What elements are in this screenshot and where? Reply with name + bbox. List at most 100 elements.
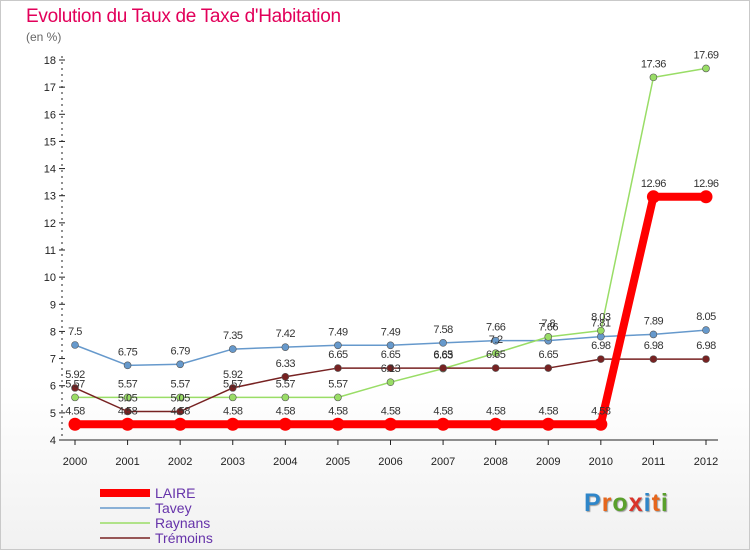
data-point-laire [121,417,135,431]
data-label: 7.81 [591,318,611,330]
data-label: 7.42 [276,328,296,340]
data-label: 6.63 [433,350,453,362]
data-label: 5.57 [170,378,190,390]
data-label: 6.65 [381,349,401,361]
y-tick-label: 13 [44,191,56,203]
data-point-tavey [228,345,237,353]
data-label: 4.58 [276,405,296,417]
data-point-raynans [544,333,553,341]
data-point-laire [173,417,187,431]
data-point-laire [489,417,503,431]
legend-label: Tavey [155,500,192,516]
data-label: 5.05 [170,393,190,405]
data-label: 5.57 [118,378,138,390]
x-tick-label: 2005 [326,456,350,468]
data-point-trémoins [71,384,79,392]
data-label: 12.96 [641,178,666,190]
series-layer [68,64,713,431]
y-tick-label: 11 [45,245,56,257]
y-tick-label: 10 [44,272,56,284]
data-point-trémoins [123,407,132,416]
data-label: 12.96 [693,178,718,190]
y-tick-label: 17 [44,82,56,94]
data-point-tavey [439,339,447,347]
y-tick-label: 18 [44,55,56,67]
data-point-trémoins [597,355,605,363]
data-point-raynans [386,378,395,386]
data-point-laire [278,417,292,431]
data-label: 4.58 [381,405,401,417]
data-point-trémoins [702,355,710,363]
data-label: 7.58 [433,324,453,336]
data-label: 4.58 [223,405,243,417]
x-tick-label: 2009 [536,456,560,468]
data-label: 17.69 [693,49,718,61]
data-label: 6.65 [486,349,506,361]
data-label: 8.05 [696,311,716,323]
x-tick-label: 2007 [431,456,455,468]
x-tick-label: 2008 [483,456,507,468]
data-label: 5.92 [223,369,243,381]
x-tick-label: 2010 [589,456,613,468]
data-label: 17.36 [641,58,666,70]
data-point-laire [68,417,82,431]
data-label: 6.98 [644,340,664,352]
data-point-laire [541,417,555,431]
legend-label: Trémoins [155,530,213,546]
data-label: 6.65 [539,349,559,361]
x-tick-label: 2012 [694,456,718,468]
chart-title: Evolution du Taux de Taxe d'Habitation [26,6,341,27]
x-tick-label: 2004 [273,456,297,468]
data-point-trémoins [439,364,447,372]
data-point-raynans [228,393,237,402]
data-label: 7.5 [68,326,82,338]
data-label: 4.58 [433,405,453,417]
data-label: 7.89 [644,315,664,327]
data-point-tavey [281,343,290,351]
data-point-tavey [702,326,710,334]
y-tick-label: 6 [50,381,56,393]
logo-letter: P [584,489,602,517]
data-label: 4.58 [170,405,190,417]
data-label: 6.65 [328,349,348,361]
y-tick-label: 9 [50,299,56,311]
data-point-laire [699,190,713,204]
data-label: 6.98 [591,340,611,352]
data-label: 7.35 [223,330,243,342]
data-point-tavey [71,341,79,349]
data-point-trémoins [491,364,500,372]
y-tick-label: 15 [44,136,56,148]
data-label: 5.57 [328,378,348,390]
data-label: 4.58 [328,405,348,417]
x-tick-label: 2006 [378,456,402,468]
data-point-raynans [123,393,132,402]
data-point-trémoins [544,364,553,372]
data-point-laire [384,417,397,431]
axes: 4 5 6 7 8 9 10 11 12 13 14 15 16 17 18 2000 2001 2002 2003… [44,55,718,468]
data-point-trémoins [386,364,395,372]
logo-letter: t [651,489,661,517]
legend-label: Raynans [155,515,210,531]
y-tick-label: 14 [44,164,56,176]
y-tick-label: 8 [50,326,56,338]
data-label: 6.33 [276,358,296,370]
y-tick-label: 7 [50,354,56,366]
data-label: 7.2 [489,334,503,346]
data-point-trémoins [228,384,237,392]
data-point-tavey [491,336,500,345]
data-label: 7.49 [381,326,401,338]
data-label: 8.03 [591,312,611,324]
data-point-laire [436,417,450,431]
data-point-raynans [281,393,290,402]
data-label: 5.57 [276,378,296,390]
data-point-tavey [334,341,342,350]
data-point-tavey [649,330,658,339]
unit-label: (en %) [26,30,62,44]
data-label: 6.13 [381,363,401,375]
data-point-raynans [334,393,342,402]
logo-letter: i [643,489,652,517]
data-point-laire [594,417,608,431]
